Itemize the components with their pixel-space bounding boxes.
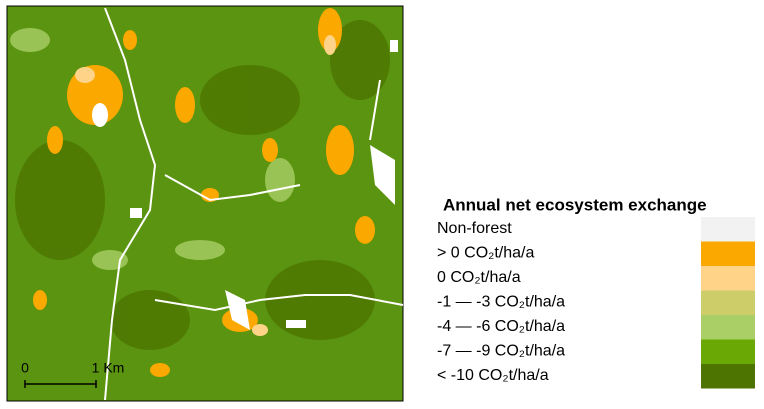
non-forest-patches xyxy=(92,40,398,330)
map: 0 1 Km xyxy=(6,5,404,402)
light-forest xyxy=(10,28,295,270)
legend-label: < -10 CO₂t/ha/a xyxy=(437,367,549,384)
scale-label: 0 xyxy=(21,360,29,376)
roads xyxy=(104,7,404,401)
legend-label: -7 — -9 CO₂t/ha/a xyxy=(437,343,565,360)
legend: Annual net ecosystem exchange Non-forest… xyxy=(437,195,755,389)
dark-forest xyxy=(15,20,390,350)
legend-swatch xyxy=(701,217,755,242)
neutral-patches xyxy=(75,35,336,336)
legend-swatch xyxy=(701,339,755,364)
legend-swatch xyxy=(701,290,755,315)
legend-label: -1 — -3 CO₂t/ha/a xyxy=(437,294,565,311)
legend-label: Non-forest xyxy=(437,220,512,237)
legend-label: -4 — -6 CO₂t/ha/a xyxy=(437,318,565,335)
legend-swatch xyxy=(701,364,755,389)
legend-label: 0 CO₂t/ha/a xyxy=(437,269,521,286)
legend-swatch xyxy=(701,241,755,266)
legend-swatch xyxy=(701,266,755,291)
legend-title: Annual net ecosystem exchange xyxy=(443,195,707,214)
scale-label: 1 Km xyxy=(92,360,125,376)
legend-swatch xyxy=(701,315,755,340)
legend-label: > 0 CO₂t/ha/a xyxy=(437,245,534,262)
